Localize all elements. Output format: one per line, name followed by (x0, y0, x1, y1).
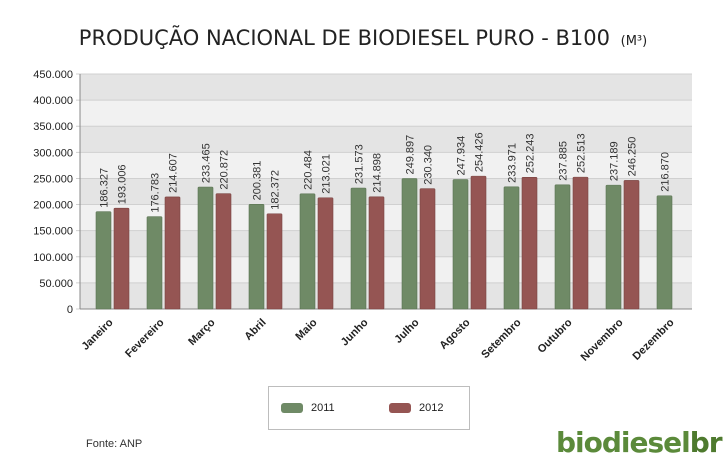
plot-band (80, 282, 692, 309)
plot-band (80, 178, 692, 205)
bar-2011-janeiro (95, 211, 112, 310)
bar-2011-setembro (503, 186, 520, 310)
plot-band (80, 126, 692, 153)
y-tick-label: 400.000 (33, 95, 73, 107)
data-label-2012-março: 220.872 (219, 150, 231, 190)
x-tick-label-agosto: Agosto (437, 316, 472, 351)
x-tick-label-maio: Maio (293, 316, 319, 342)
x-tick-label-junho: Junho (339, 316, 371, 348)
data-label-2011-março: 233.465 (201, 143, 213, 183)
plot-band (80, 230, 692, 257)
source-note: Fonte: ANP (86, 438, 143, 450)
y-tick-label: 100.000 (33, 252, 73, 264)
data-label-2012-novembro: 246.250 (627, 137, 639, 177)
bar-2012-setembro (521, 176, 538, 310)
plot-band (80, 256, 692, 283)
bar-2011-abril (248, 204, 265, 310)
bar-2012-agosto (470, 175, 487, 310)
legend: 2011 2012 (268, 386, 470, 430)
y-tick-label: 0 (67, 304, 73, 316)
bar-chart: 0 50.000 100.000 150.000 200.000 250.000 300.0… (33, 69, 692, 364)
data-label-2011-agosto: 247.934 (456, 136, 468, 176)
y-tick-label: 250.000 (33, 173, 73, 185)
bar-2012-outubro (572, 176, 589, 310)
biodieselbr-logo: biodieselbr (556, 426, 723, 459)
x-tick-label-fevereiro: Fevereiro (123, 316, 167, 360)
bar-2011-outubro (554, 184, 571, 310)
x-tick-label-março: Março (186, 316, 218, 348)
bar-2012-janeiro (113, 207, 130, 310)
data-label-2012-maio: 213.021 (321, 154, 333, 194)
x-tick-label-dezembro: Dezembro (631, 316, 677, 362)
data-label-2012-outubro: 252.513 (576, 133, 588, 173)
data-label-2011-janeiro: 186.327 (99, 168, 111, 208)
data-label-2012-fevereiro: 214.607 (168, 153, 180, 193)
legend-label-2011: 2011 (311, 402, 335, 414)
data-label-2011-junho: 231.573 (354, 144, 366, 184)
chart-unit: (M³) (620, 34, 648, 49)
data-label-2012-julho: 230.340 (423, 145, 435, 185)
logo-text-br: br (689, 426, 723, 459)
x-tick-label-abril: Abril (242, 317, 268, 343)
chart-title-text: PRODUÇÃO NACIONAL DE BIODIESEL PURO - B1… (78, 26, 610, 50)
bar-2011-julho (401, 178, 418, 310)
bar-2012-julho (419, 188, 436, 310)
y-tick-label: 450.000 (33, 69, 73, 81)
y-tick-label: 350.000 (33, 121, 73, 133)
x-tick-label-outubro: Outubro (535, 316, 574, 355)
bar-2012-abril (266, 213, 283, 310)
plot-band (80, 74, 692, 101)
x-tick-label-novembro: Novembro (579, 316, 626, 363)
bar-2012-novembro (623, 180, 640, 310)
y-tick-label: 300.000 (33, 147, 73, 159)
x-tick-label-janeiro: Janeiro (79, 316, 115, 352)
legend-item-2011: 2011 (281, 402, 335, 414)
bar-2011-agosto (452, 179, 469, 310)
data-label-2011-julho: 249.897 (405, 135, 417, 175)
data-label-2012-janeiro: 193.006 (117, 164, 129, 204)
plot-band (80, 152, 692, 179)
x-tick-label-julho: Julho (392, 316, 421, 345)
bar-2011-dezembro (656, 195, 673, 310)
bar-2012-março (215, 193, 232, 310)
bar-2012-fevereiro (164, 196, 181, 310)
bar-2011-fevereiro (146, 216, 163, 310)
y-tick-label: 50.000 (39, 278, 73, 290)
data-label-2011-outubro: 237.885 (558, 141, 570, 181)
bar-2011-março (197, 186, 214, 310)
data-label-2012-agosto: 254.426 (474, 132, 486, 172)
data-label-2011-novembro: 237.189 (609, 141, 621, 181)
y-tick-label: 150.000 (33, 226, 73, 238)
data-label-2011-maio: 220.484 (303, 150, 315, 190)
plot-band (80, 204, 692, 231)
data-label-2011-dezembro: 216.870 (660, 152, 672, 192)
bar-2011-maio (299, 193, 316, 310)
y-tick-label: 200.000 (33, 200, 73, 212)
legend-item-2012: 2012 (389, 402, 443, 414)
data-label-2011-fevereiro: 176.783 (150, 173, 162, 213)
x-tick-label-setembro: Setembro (479, 316, 524, 361)
data-label-2012-setembro: 252.243 (525, 134, 537, 174)
legend-label-2012: 2012 (419, 402, 444, 414)
data-label-2012-junho: 214.898 (372, 153, 384, 193)
data-label-2011-abril: 200.381 (252, 161, 264, 201)
bar-2012-maio (317, 197, 334, 310)
plot-band (80, 100, 692, 127)
bar-2012-junho (368, 196, 385, 310)
bar-2011-novembro (605, 184, 622, 310)
data-label-2012-abril: 182.372 (270, 170, 282, 210)
logo-text-biodiesel: biodiesel (556, 426, 691, 459)
bar-2011-junho (350, 187, 367, 310)
data-label-2011-setembro: 233.971 (507, 143, 519, 183)
legend-swatch-2011 (281, 403, 303, 414)
chart-title: PRODUÇÃO NACIONAL DE BIODIESEL PURO - B1… (0, 26, 726, 50)
legend-swatch-2012 (389, 403, 411, 414)
